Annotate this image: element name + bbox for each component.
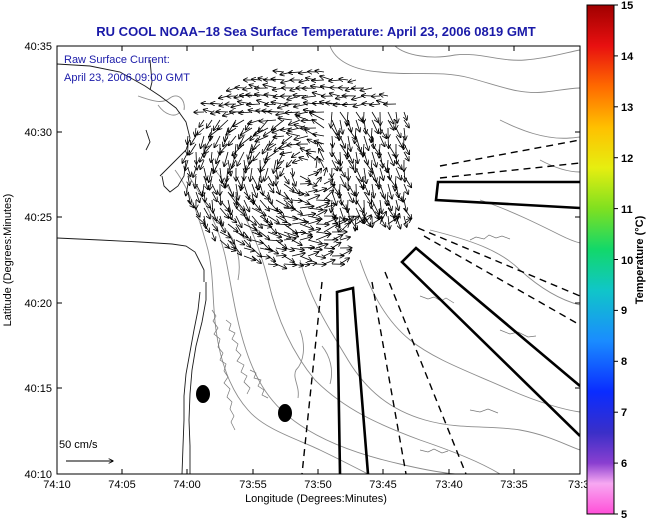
y-axis-label: Latitude (Degrees:Minutes): [2, 194, 14, 327]
x-tick-label: 73:50: [304, 479, 332, 491]
x-tick-label: 73:45: [369, 479, 397, 491]
plot-area: [57, 46, 580, 474]
y-tick-label: 40:10: [24, 469, 52, 481]
y-tick-label: 40:35: [24, 41, 52, 53]
coastline: [57, 59, 207, 474]
temperature-colorbar: 15 14 13 12 11 10 9 8 7 6 5 Temperature …: [586, 0, 646, 519]
colorbar-tick-label: 8: [621, 356, 627, 368]
colorbar-tick-label: 7: [621, 407, 627, 419]
shipping-channels: [335, 180, 580, 474]
y-tick-label: 40:25: [24, 212, 52, 224]
colorbar-tick-label: 10: [621, 255, 633, 267]
station-marker-2: [278, 404, 292, 422]
colorbar-tick-label: 12: [621, 153, 633, 165]
y-tick-label: 40:20: [24, 298, 52, 310]
colorbar-tick-label: 9: [621, 305, 627, 317]
channel-dashed-lines: [301, 139, 580, 474]
current-vectors: [182, 71, 412, 269]
coastal-detail: [211, 234, 537, 454]
legend-line-2: April 23, 2006 09:00 GMT: [64, 72, 190, 84]
scale-label: 50 cm/s: [59, 439, 98, 451]
legend-line-1: Raw Surface Current:: [64, 54, 170, 66]
y-tick-label: 40:30: [24, 127, 52, 139]
figure-title: RU COOL NOAA−18 Sea Surface Temperature:…: [96, 24, 535, 39]
colorbar-label: Temperature (°C): [634, 215, 646, 304]
colorbar-tick-label: 13: [621, 102, 633, 114]
x-axis-label: Longitude (Degrees:Minutes): [245, 493, 387, 505]
x-tick-label: 73:55: [239, 479, 267, 491]
x-tick-label: 74:05: [108, 479, 136, 491]
x-tick-label: 73:35: [500, 479, 528, 491]
colorbar-tick-label: 11: [621, 204, 633, 216]
y-axis-ticks: 40:35 40:30 40:25 40:20 40:15 40:10: [24, 41, 52, 481]
colorbar-tick-label: 5: [621, 509, 627, 519]
x-tick-label: 74:00: [173, 479, 201, 491]
y-tick-label: 40:15: [24, 383, 52, 395]
colorbar-tick-label: 15: [621, 0, 633, 12]
x-tick-label: 74:10: [43, 479, 71, 491]
x-axis-ticks: 74:10 74:05 74:00 73:55 73:50 73:45 73:4…: [43, 479, 589, 491]
station-marker-1: [196, 385, 210, 403]
x-tick-label: 73:3: [568, 479, 589, 491]
colorbar-tick-label: 14: [621, 51, 634, 63]
axis-tick-marks: [56, 45, 581, 475]
colorbar-tick-label: 6: [621, 458, 627, 470]
x-tick-label: 73:40: [435, 479, 463, 491]
